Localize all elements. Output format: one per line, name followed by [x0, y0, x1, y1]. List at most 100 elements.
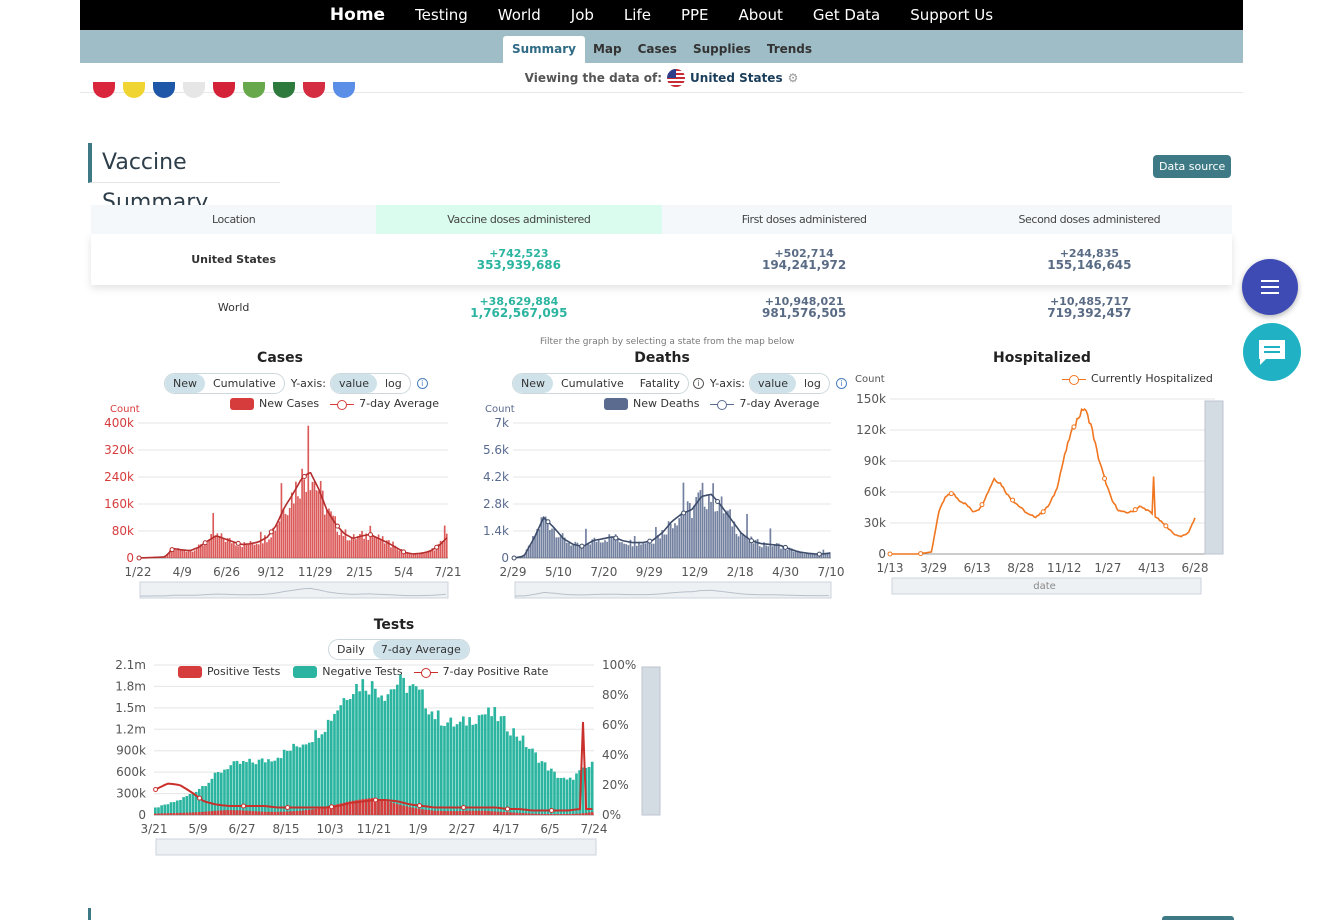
bar	[191, 551, 194, 558]
nav-home[interactable]: Home	[329, 5, 386, 25]
bar	[398, 550, 401, 558]
tab-supplies[interactable]: Supplies	[692, 42, 751, 56]
share-icon[interactable]	[93, 82, 115, 98]
legend-7day-avg[interactable]: 7-day Average	[359, 397, 440, 410]
viewing-country[interactable]: United States	[690, 70, 783, 85]
bar	[293, 503, 295, 558]
bar	[241, 547, 243, 558]
y-axis-title: Count	[485, 404, 515, 415]
legend-swatch[interactable]	[710, 398, 735, 410]
legend-positive-tests[interactable]: Positive Tests	[207, 665, 281, 678]
share-icon[interactable]	[333, 82, 355, 98]
cases-scale-value[interactable]: value	[330, 373, 377, 393]
tests-mode-daily[interactable]: Daily	[337, 642, 365, 656]
tests-mode-7day[interactable]: 7-day Average	[372, 639, 469, 659]
negative-bar	[399, 674, 402, 815]
share-icon[interactable]	[153, 82, 175, 98]
legend-positive-rate[interactable]: 7-day Positive Rate	[442, 665, 549, 678]
tab-trends[interactable]: Trends	[766, 42, 813, 56]
bar	[652, 543, 655, 558]
negative-bar	[235, 760, 239, 815]
legend-swatch[interactable]	[178, 665, 202, 678]
share-icon[interactable]	[123, 82, 145, 98]
chat-fab-button[interactable]	[1243, 323, 1301, 381]
tests-chart[interactable]: 2.1m 1.8m 1.5m 1.2m 900k 600k 300k 0 100% 80% 60% 4…	[100, 655, 680, 860]
hospitalized-chart[interactable]: 150k 120k 90k 60k 30k 0 Count 1/13 3/29 6/13 8/28 1…	[850, 372, 1235, 600]
bar	[284, 513, 287, 558]
tab-summary[interactable]: Summary	[502, 36, 585, 63]
positive-bar	[399, 804, 402, 815]
positive-bar	[374, 798, 377, 815]
negative-bar	[433, 719, 437, 815]
legend-new-cases[interactable]: New Cases	[259, 397, 320, 410]
legend-swatch[interactable]	[604, 397, 628, 410]
y-tick-label: 600k	[116, 765, 146, 779]
nav-about[interactable]: About	[738, 6, 783, 24]
positive-bar	[506, 812, 509, 815]
info-icon[interactable]: i	[692, 377, 704, 389]
negative-bar	[216, 771, 220, 815]
legend-swatch[interactable]	[413, 666, 438, 678]
deaths-mode-new[interactable]: New	[513, 373, 553, 393]
deaths-scale-value[interactable]: value	[749, 373, 797, 393]
deaths-mode-fatality[interactable]: Fatality	[639, 376, 680, 390]
y2-tick-label: 40%	[602, 748, 629, 762]
deaths-yaxis-label: Y-axis:	[709, 376, 745, 390]
bar	[566, 542, 568, 558]
negative-bar	[166, 804, 170, 815]
next-section-button[interactable]	[1162, 916, 1234, 920]
deaths-chart[interactable]: 7k 5.6k 4.2k 2.8k 1.4k 0 Count 2/29 5/10 7/20 9/29…	[475, 400, 845, 600]
menu-fab-button[interactable]	[1242, 259, 1298, 315]
info-icon[interactable]: i	[835, 377, 847, 389]
positive-bar	[210, 811, 214, 815]
negative-bar	[396, 684, 399, 815]
cases-chart[interactable]: 400k 320k 240k 160k 80k 0 Count 1/22 4/9 6/26 9/12…	[100, 400, 470, 600]
y-tick-label: 4.2k	[483, 470, 509, 484]
deaths-scale-log[interactable]: log	[804, 376, 821, 390]
info-icon[interactable]: i	[416, 377, 428, 389]
bar	[367, 539, 370, 558]
deaths-mode-cumulative[interactable]: Cumulative	[561, 376, 624, 390]
share-icon[interactable]	[183, 82, 205, 98]
cases-mode-new[interactable]: New	[165, 373, 205, 393]
bar	[623, 543, 625, 558]
nav-testing[interactable]: Testing	[415, 6, 468, 24]
negative-bar	[374, 688, 377, 815]
positive-bar	[396, 804, 399, 815]
bar	[433, 550, 436, 558]
gear-icon[interactable]: ⚙	[787, 70, 799, 85]
cases-scale-log[interactable]: log	[384, 376, 402, 390]
share-icon[interactable]	[273, 82, 295, 98]
nav-world[interactable]: World	[497, 6, 541, 24]
nav-life[interactable]: Life	[623, 6, 651, 24]
x-tick-label: 6/27	[229, 822, 256, 836]
positive-bar	[543, 813, 547, 815]
share-icon[interactable]	[213, 82, 235, 98]
legend-swatch[interactable]	[230, 397, 254, 410]
bar	[303, 479, 305, 558]
tab-cases[interactable]: Cases	[637, 42, 677, 56]
data-source-button[interactable]: Data source	[1153, 155, 1232, 178]
bar	[297, 496, 299, 558]
legend-swatch[interactable]	[1062, 373, 1086, 385]
nav-ppe[interactable]: PPE	[680, 6, 709, 24]
bar	[559, 536, 562, 558]
nav-support-us[interactable]: Support Us	[910, 6, 994, 24]
positive-bar	[216, 810, 220, 815]
avg-point	[202, 540, 208, 546]
cases-mode-cumulative[interactable]: Cumulative	[213, 376, 276, 390]
bar	[599, 542, 602, 558]
y-tick-label: 2.1m	[115, 658, 146, 672]
nav-get-data[interactable]: Get Data	[812, 6, 881, 24]
legend-new-deaths[interactable]: New Deaths	[633, 397, 700, 410]
bar	[315, 490, 318, 558]
share-icon[interactable]	[243, 82, 265, 98]
legend-7day-avg[interactable]: 7-day Average	[739, 397, 820, 410]
nav-job[interactable]: Job	[570, 6, 594, 24]
legend-swatch[interactable]	[330, 398, 355, 410]
tab-map[interactable]: Map	[592, 42, 622, 56]
legend-swatch[interactable]	[293, 665, 318, 678]
legend-currently-hospitalized[interactable]: Currently Hospitalized	[1091, 372, 1213, 385]
share-icon[interactable]	[303, 82, 325, 98]
legend-negative-tests[interactable]: Negative Tests	[322, 665, 403, 678]
